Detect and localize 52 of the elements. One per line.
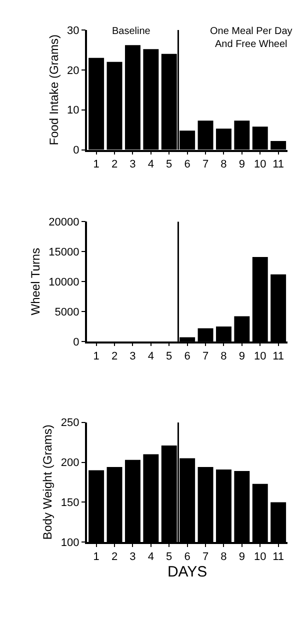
x-tick-label: 9 [238,350,245,362]
x-tick-label: 6 [184,158,190,171]
y-axis-title: Food Intake (Grams) [46,34,61,146]
x-tick-label: 10 [254,158,266,171]
x-tick-label: 4 [148,551,154,564]
y-tick-label: 0 [73,336,80,348]
x-tick-label: 9 [238,551,245,564]
x-tick-label: 9 [238,158,245,171]
x-tick-label: 5 [166,158,172,171]
y-tick-label: 10 [67,104,80,117]
x-tick-label: 10 [254,551,266,564]
x-tick-label: 2 [111,158,118,171]
x-tick-label: 7 [202,350,209,362]
x-tick-label: 7 [202,158,209,171]
y-tick-label: 20000 [48,216,80,229]
x-tick-label: 8 [220,350,227,362]
x-tick-label: 1 [93,158,100,171]
x-tick-label: 5 [166,551,172,564]
x-tick-label: 10 [254,350,266,362]
x-tick-label: 1 [93,350,100,362]
y-tick-label: 20 [67,64,80,77]
x-tick-label: 3 [130,158,136,171]
y-axis-title: Wheel Turns [28,248,42,316]
y-tick-label: 10000 [48,276,80,288]
y-tick-label: 30 [67,24,80,37]
x-tick-label: 6 [184,350,190,362]
y-tick-label: 100 [60,536,80,549]
annotation: Baseline [112,26,151,37]
x-tick-label: 8 [220,158,227,171]
x-tick-label: 2 [111,551,118,564]
y-tick-label: 15000 [48,246,80,258]
y-tick-label: 250 [60,417,80,430]
x-tick-label: 2 [111,350,118,362]
x-tick-label: 6 [184,551,190,564]
y-tick-label: 200 [60,457,80,470]
x-tick-label: 3 [130,350,136,362]
x-tick-label: 4 [148,158,154,171]
y-axis-title: Body Weight (Grams) [40,424,55,540]
x-axis-title: DAYS [167,564,208,581]
x-tick-label: 5 [166,350,172,362]
x-tick-label: 4 [148,350,154,362]
x-tick-label: 3 [130,551,136,564]
x-tick-label: 11 [272,158,284,171]
y-tick-label: 0 [73,144,80,157]
y-tick-label: 5000 [54,306,80,318]
x-tick-label: 11 [272,350,284,362]
annotation: One Meal Per Day And Free Wheel [210,26,292,50]
y-tick-label: 150 [60,497,80,510]
x-tick-label: 7 [202,551,209,564]
x-tick-label: 8 [220,551,227,564]
x-tick-label: 1 [93,551,100,564]
x-tick-label: 11 [272,551,284,564]
